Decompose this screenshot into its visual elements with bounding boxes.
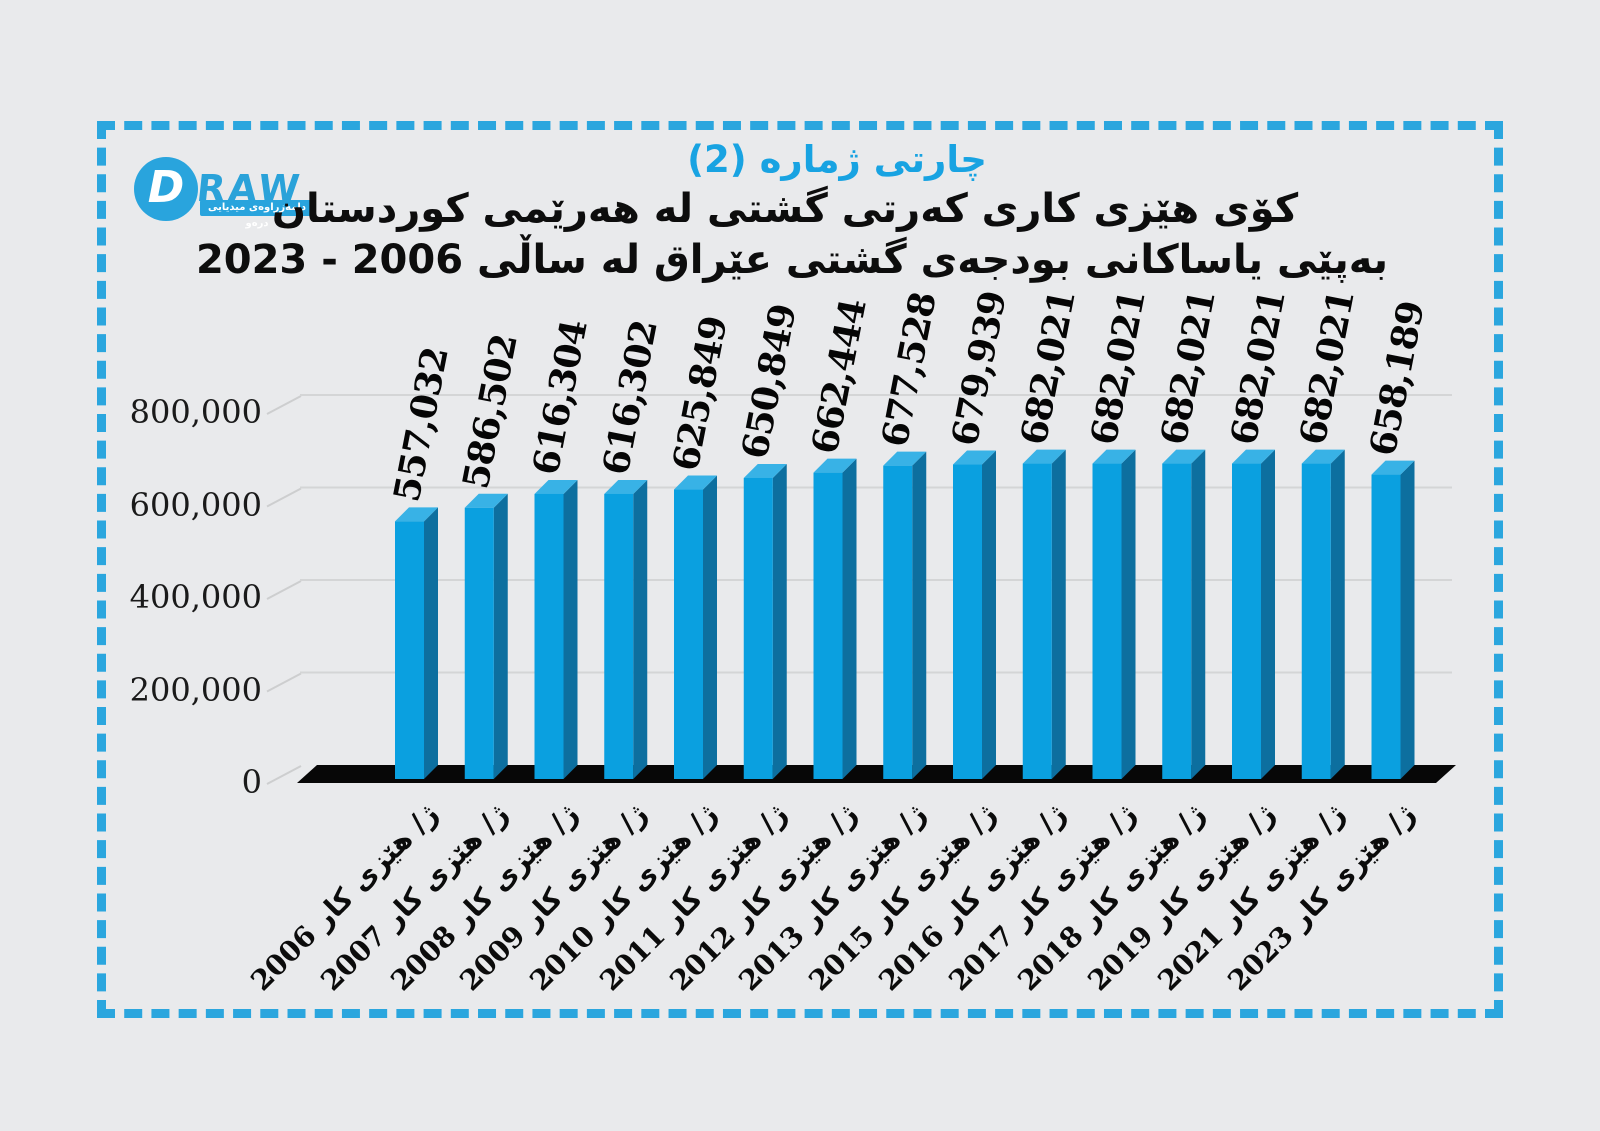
axis-connector xyxy=(266,765,302,785)
bar-side xyxy=(842,458,857,779)
bar-front xyxy=(534,493,564,779)
y-axis-label: 600,000 xyxy=(129,485,262,524)
bar-side xyxy=(912,451,927,779)
bar-top xyxy=(395,507,438,522)
chart-main-title: کۆی هێزی کاری کەرتی گشتی لە هەرێمی کوردس… xyxy=(271,186,1299,232)
bar-front xyxy=(883,465,913,779)
bar-front xyxy=(604,493,634,779)
bar-top xyxy=(464,493,508,508)
bar-side xyxy=(493,493,508,779)
bar-top xyxy=(1162,449,1206,464)
bar-top xyxy=(1092,449,1136,464)
bar-top xyxy=(534,479,578,494)
axis-connector xyxy=(266,487,302,508)
y-axis-label: 0 xyxy=(241,763,262,801)
bar-side xyxy=(703,475,717,779)
bar-top xyxy=(953,450,996,465)
axis-connector xyxy=(266,672,302,693)
chart-titles: چارتی ژماره (2) کۆی هێزی کاری کەرتی گشتی… xyxy=(97,136,1503,286)
y-axis-label: 200,000 xyxy=(129,670,262,709)
dashed-border-frame xyxy=(97,121,1503,1018)
bar-top xyxy=(604,479,648,494)
bar-side xyxy=(1051,449,1066,779)
y-axis-label: 800,000 xyxy=(129,393,262,431)
bar-front xyxy=(813,472,843,779)
draw-logo-monogram: D xyxy=(147,162,185,213)
bar-top xyxy=(1232,449,1275,464)
bar-front xyxy=(395,521,424,779)
bar-front xyxy=(953,464,982,779)
chart-number-title: چارتی ژماره (2) xyxy=(687,138,987,181)
bar-side xyxy=(1191,449,1206,779)
bar-front xyxy=(1232,463,1261,779)
bar-front xyxy=(1371,474,1401,779)
bar-top xyxy=(1022,449,1066,464)
bar-side xyxy=(772,463,787,779)
bar-top xyxy=(743,463,787,478)
bar-front xyxy=(743,477,773,779)
bar-side xyxy=(633,479,648,779)
bar-front xyxy=(1301,463,1331,779)
axis-connector xyxy=(266,580,302,600)
draw-logo-circle: D xyxy=(134,157,198,221)
bar-front xyxy=(674,489,703,779)
bar-top xyxy=(813,458,857,473)
bar-side xyxy=(1261,449,1275,779)
bar-side xyxy=(563,479,578,779)
axis-connector xyxy=(266,395,302,415)
bar-side xyxy=(1400,460,1415,779)
bar-top xyxy=(883,451,927,466)
bar-top xyxy=(1301,449,1345,464)
chart-sub-title: بەپێی یاساکانی بودجەی گشتی عێراق لە ساڵی… xyxy=(195,237,1389,283)
bar-side xyxy=(982,450,996,779)
bar-side xyxy=(1330,449,1345,779)
bar-top xyxy=(1371,460,1415,475)
bar-side xyxy=(424,507,438,779)
y-axis-label: 400,000 xyxy=(129,578,262,616)
draw-logo-tagline: دامەزراوەی میدیایی درەو xyxy=(200,200,314,229)
bar-front xyxy=(1162,463,1192,779)
bar-front xyxy=(464,507,494,779)
bar-top xyxy=(674,475,717,490)
bar-side xyxy=(1121,449,1136,779)
bar-front xyxy=(1022,463,1052,779)
bar-front xyxy=(1092,463,1122,779)
